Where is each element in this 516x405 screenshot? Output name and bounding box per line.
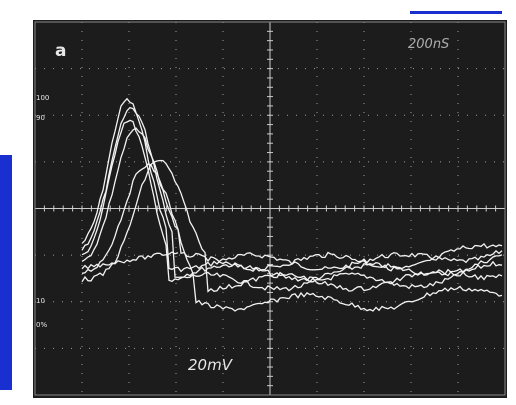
mark-0: 0% bbox=[36, 321, 47, 329]
volts-per-div: 20mV bbox=[188, 356, 234, 374]
trace bbox=[81, 159, 503, 293]
panel-label: a bbox=[55, 41, 66, 61]
timebase: 200nS bbox=[408, 37, 449, 52]
mark-90: 90 bbox=[36, 114, 45, 122]
trace bbox=[81, 163, 503, 312]
blue-bar bbox=[0, 155, 12, 390]
frame bbox=[34, 21, 506, 396]
trace bbox=[81, 251, 179, 270]
trace bbox=[81, 127, 503, 272]
trace bbox=[81, 119, 503, 292]
traces bbox=[81, 97, 503, 312]
graticule bbox=[34, 21, 506, 396]
mark-100: 100 bbox=[36, 94, 49, 102]
mark-10: 10 bbox=[36, 297, 45, 305]
blue-line bbox=[410, 11, 502, 14]
